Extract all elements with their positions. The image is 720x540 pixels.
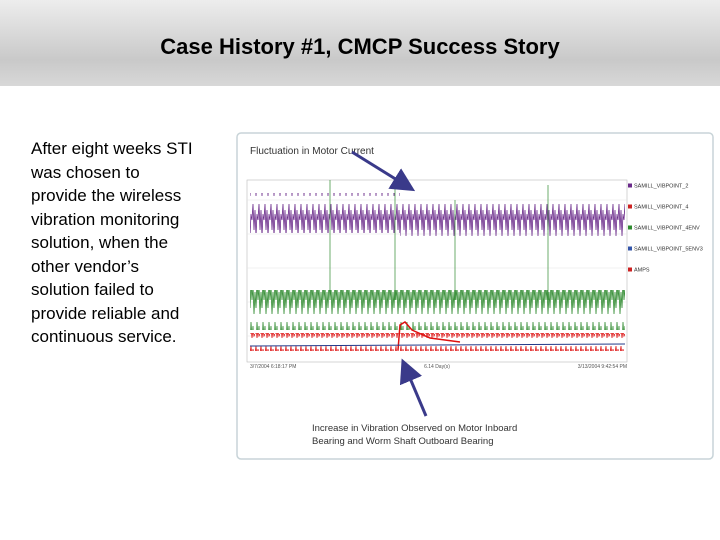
callout-bottom-line: Increase in Vibration Observed on Motor … — [312, 423, 517, 434]
title-bar — [0, 0, 720, 86]
slide-title: Case History #1, CMCP Success Story — [160, 34, 560, 59]
trace-red-spike — [397, 321, 461, 351]
callout-bottom-line: Bearing and Worm Shaft Outboard Bearing — [312, 436, 493, 447]
legend-label: SAMILL_VIBPOINT_5ENV3 — [634, 247, 703, 253]
legend-label: AMPS — [634, 268, 650, 274]
callout-top: Fluctuation in Motor Current — [250, 146, 374, 157]
legend: SAMILL_VIBPOINT_2 SAMILL_VIBPOINT_4 SAMILL… — [628, 183, 703, 274]
trace-green — [250, 290, 625, 330]
arrow-bottom — [399, 358, 428, 417]
body-line: solution failed to — [31, 280, 154, 299]
trace-purple — [250, 193, 400, 233]
body-line: After eight weeks STI — [31, 139, 193, 158]
body-line: continuous service. — [31, 327, 177, 346]
trace-spikes — [329, 180, 549, 300]
trace-red — [250, 333, 625, 351]
legend-label: SAMILL_VIBPOINT_4ENV — [634, 226, 700, 232]
trace-blue — [249, 343, 626, 347]
body-line: was chosen to — [31, 162, 140, 182]
legend-swatch — [628, 204, 632, 209]
body-line: vibration monitoring — [31, 209, 180, 229]
x-start: 3/7/2004 6:18:17 PM — [250, 364, 296, 370]
body-line: provide reliable and — [31, 303, 180, 323]
arrow-top — [351, 150, 416, 192]
body-line: solution, when the — [31, 233, 169, 252]
body-line: provide the wireless — [31, 186, 182, 205]
x-end: 3/13/2004 9:42:54 PM — [578, 364, 627, 370]
legend-swatch — [628, 225, 632, 230]
body-line: other vendor’s — [31, 256, 140, 276]
legend-swatch — [628, 267, 632, 272]
callout-bottom: Increase in Vibration Observed on Motor … — [312, 423, 517, 447]
legend-swatch — [628, 246, 632, 251]
trace-purple — [400, 200, 625, 236]
body-text: After eight weeks STI was chosen to provid… — [31, 137, 193, 349]
legend-label: SAMILL_VIBPOINT_4 — [634, 205, 688, 211]
legend-label: SAMILL_VIBPOINT_2 — [634, 184, 688, 190]
legend-swatch — [628, 183, 632, 188]
x-span: 6.14 Day(s) — [424, 364, 450, 370]
